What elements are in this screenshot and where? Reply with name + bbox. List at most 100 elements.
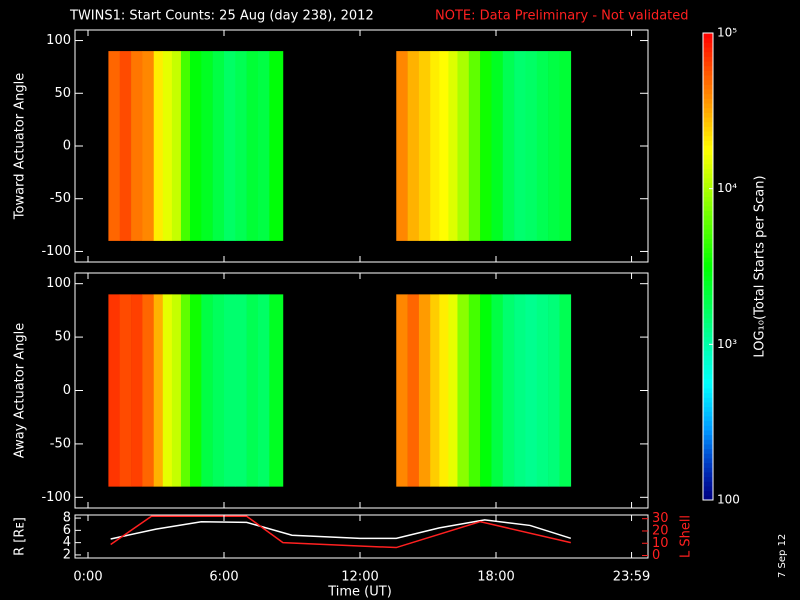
colorbar-step (703, 322, 713, 328)
heatmap-cell (142, 294, 155, 487)
note: NOTE: Data Preliminary - Not validated (435, 9, 689, 24)
heatmap-cell (559, 51, 572, 241)
colorbar-step (703, 98, 713, 104)
colorbar-step (703, 495, 713, 501)
colorbar-step (703, 289, 713, 296)
colorbar-step (703, 79, 713, 85)
heatmap-cell (457, 51, 470, 241)
colorbar-step (703, 107, 713, 113)
colorbar-step (703, 439, 713, 445)
colorbar-step (703, 163, 713, 169)
colorbar-step (703, 159, 713, 165)
colorbar-step (703, 401, 713, 408)
heatmap-cell (548, 51, 560, 241)
heatmap-cell (536, 51, 549, 241)
colorbar-step (703, 145, 713, 151)
colorbar-step (703, 285, 713, 291)
colorbar-step (703, 224, 713, 230)
y-tick-label: 100 (46, 276, 71, 291)
colorbar-step (703, 345, 713, 352)
heatmap-cell (448, 51, 458, 241)
heatmap-cell (246, 294, 259, 487)
x-tick-label: 0:00 (73, 570, 102, 585)
colorbar-step (703, 471, 713, 478)
heatmap-cell (514, 51, 526, 241)
x-tick-label: 6:00 (209, 570, 238, 585)
heatmap-cell (439, 51, 449, 241)
y-tick-label: -100 (41, 490, 71, 505)
colorbar-step (703, 196, 713, 202)
heatmap-cell (480, 51, 492, 241)
colorbar-step (703, 383, 713, 389)
date-stamp: 7 Sep 12 (777, 534, 788, 578)
heatmap-cell (258, 294, 270, 487)
heatmap-cell (180, 294, 191, 487)
colorbar-step (703, 481, 713, 487)
heatmap-cell (502, 294, 515, 487)
colorbar-step (703, 280, 713, 286)
colorbar-step (703, 149, 713, 155)
colorbar-step (703, 103, 713, 109)
colorbar-step (703, 191, 713, 197)
colorbar-step (703, 336, 713, 342)
heatmap-cell (430, 51, 440, 241)
colorbar-frame (702, 32, 714, 501)
y-axis-label: Toward Actuator Angle (13, 73, 28, 220)
heatmap-cell (246, 51, 259, 241)
panel-frame (74, 514, 649, 559)
heatmap-cell (430, 294, 440, 487)
colorbar-step (703, 434, 713, 440)
colorbar-step (703, 411, 713, 417)
colorbar-step (703, 257, 713, 263)
colorbar-step (703, 271, 713, 277)
colorbar-step (703, 448, 713, 454)
colorbar-step (703, 243, 713, 249)
y2-tick-label: 0 (652, 548, 660, 563)
y2-axis-label: L Shell (679, 515, 694, 558)
colorbar-step (703, 65, 713, 71)
colorbar-step (703, 485, 713, 492)
y-tick-label: 4 (63, 535, 71, 550)
heatmap-cell (418, 294, 431, 487)
colorbar-step (703, 56, 713, 62)
heatmap-cell (119, 294, 132, 487)
colorbar-step (703, 425, 713, 431)
colorbar-step (703, 341, 713, 347)
y-tick-label: 6 (63, 523, 71, 538)
heatmap-cell (439, 294, 449, 487)
heatmap-cell (190, 294, 202, 487)
heatmap-cell (212, 51, 225, 241)
heatmap-cell (108, 294, 121, 487)
colorbar-step (703, 406, 713, 412)
heatmap-cell (407, 294, 420, 487)
heatmap-cell (468, 51, 481, 241)
colorbar-step (703, 168, 713, 174)
colorbar-step (703, 121, 713, 127)
colorbar-step (703, 201, 713, 207)
y-tick-label: 50 (54, 330, 71, 345)
colorbar-step (703, 215, 713, 221)
colorbar-step (703, 135, 713, 141)
heatmap-cell (190, 51, 202, 241)
heatmap-cell (396, 51, 408, 241)
y2-tick-label: 20 (652, 523, 669, 538)
colorbar-step (703, 51, 713, 57)
heatmap-cell (525, 294, 538, 487)
y2-tick-label: 10 (652, 536, 669, 551)
heatmap-cell (235, 294, 247, 487)
x-tick-label: 12:00 (341, 570, 378, 585)
heatmap-cell (162, 294, 173, 487)
heatmap-cell (448, 294, 458, 487)
x-tick-label: 18:00 (477, 570, 514, 585)
colorbar-step (703, 154, 713, 160)
colorbar-step (703, 70, 713, 76)
heatmap-cell (131, 51, 143, 241)
y-tick-label: -100 (41, 244, 71, 259)
colorbar-step (703, 205, 713, 211)
colorbar-step (703, 373, 713, 380)
colorbar-step (703, 275, 713, 282)
plot-area (110, 515, 572, 549)
heatmap-cell (480, 294, 492, 487)
colorbar-step (703, 187, 713, 193)
